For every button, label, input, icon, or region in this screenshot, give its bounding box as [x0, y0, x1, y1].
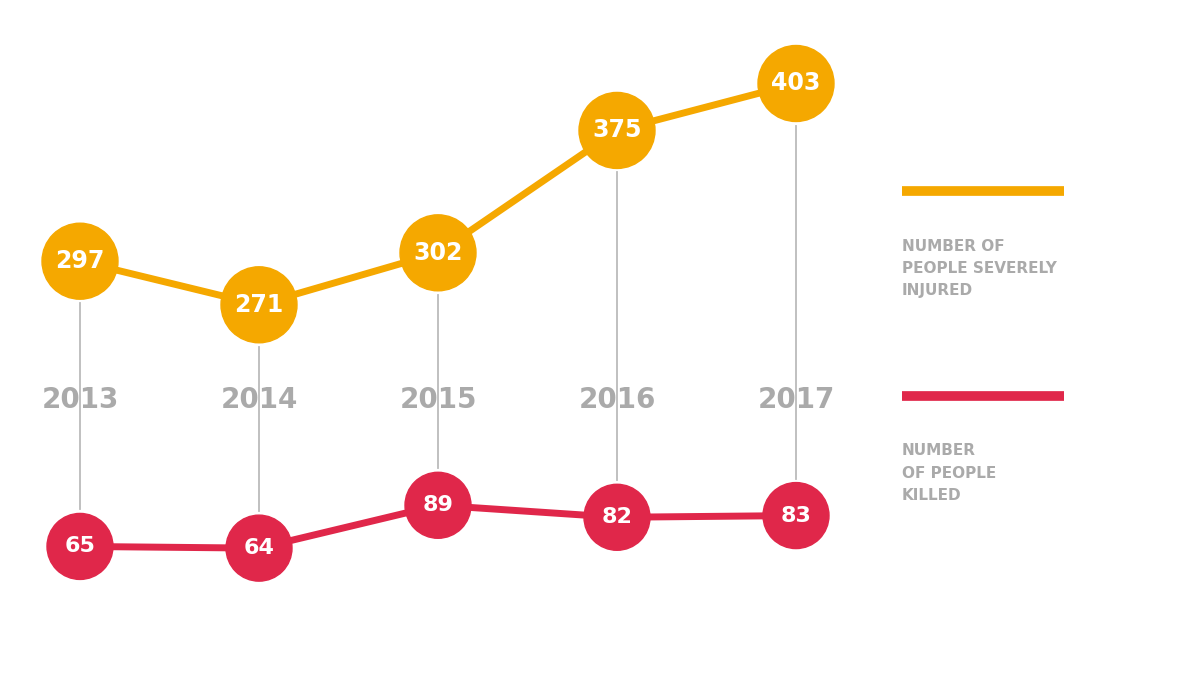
Text: 2017: 2017: [757, 386, 835, 414]
Text: 2013: 2013: [41, 386, 119, 414]
Circle shape: [758, 46, 834, 121]
Text: 89: 89: [422, 495, 454, 516]
Text: 2016: 2016: [578, 386, 655, 414]
Circle shape: [42, 223, 118, 299]
Text: 302: 302: [413, 241, 463, 265]
Circle shape: [584, 484, 650, 550]
Text: 64: 64: [244, 538, 275, 558]
Text: 83: 83: [780, 505, 811, 526]
Circle shape: [47, 514, 113, 580]
Circle shape: [580, 93, 655, 168]
Text: 2014: 2014: [221, 386, 298, 414]
Text: 65: 65: [65, 537, 96, 557]
Circle shape: [400, 215, 476, 291]
Circle shape: [226, 515, 292, 581]
Text: 82: 82: [601, 507, 632, 527]
Text: NUMBER OF
PEOPLE SEVERELY
INJURED: NUMBER OF PEOPLE SEVERELY INJURED: [902, 239, 1057, 298]
Text: 271: 271: [234, 293, 283, 317]
Circle shape: [406, 473, 470, 538]
Text: 2015: 2015: [400, 386, 476, 414]
Circle shape: [221, 267, 298, 343]
Text: NUMBER
OF PEOPLE
KILLED: NUMBER OF PEOPLE KILLED: [902, 443, 996, 503]
Circle shape: [763, 483, 829, 548]
Text: 403: 403: [772, 72, 821, 95]
Text: 375: 375: [593, 119, 642, 143]
Text: 297: 297: [55, 249, 104, 273]
